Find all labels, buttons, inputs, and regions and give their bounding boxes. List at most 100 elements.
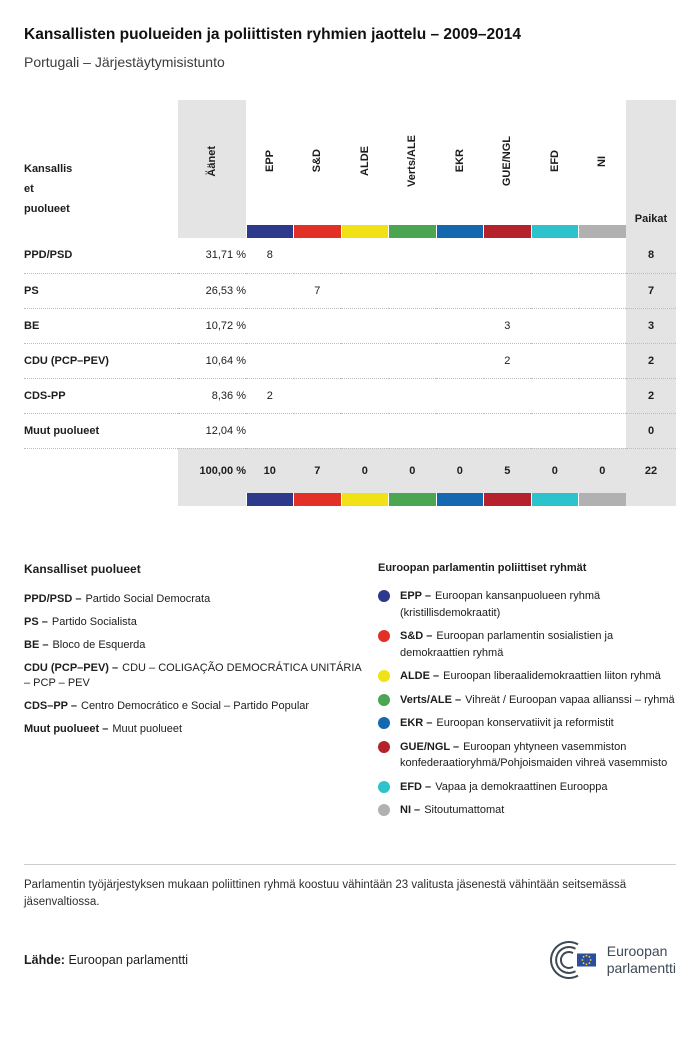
group-cell bbox=[531, 308, 579, 344]
bar-spacer bbox=[24, 225, 178, 238]
group-cell bbox=[293, 238, 341, 274]
legend-item: CDU (PCP–PEV) – CDU – COLIGAÇÃO DEMOCRÁTI… bbox=[24, 662, 362, 689]
party-header-line: et bbox=[24, 183, 34, 195]
legend-item: ALDE – Euroopan liberaalidemokraattien li… bbox=[378, 668, 676, 685]
seats-column-label: Paikat bbox=[634, 213, 668, 225]
divider bbox=[24, 863, 676, 865]
page-title: Kansallisten puolueiden ja poliittisten … bbox=[24, 26, 522, 43]
group-cell: 2 bbox=[246, 378, 294, 414]
legend-item: EKR – Euroopan konservatiivit ja reformis… bbox=[378, 715, 676, 732]
group-cell bbox=[436, 308, 484, 344]
ep-logo: Euroopan parlamentti bbox=[535, 937, 676, 983]
group-cell: 8 bbox=[246, 238, 294, 274]
group-cell bbox=[341, 273, 389, 309]
total-group-cell: 0 bbox=[578, 448, 626, 493]
votes-cell: 31,71 % bbox=[178, 238, 246, 274]
legend-item-text: ALDE – Euroopan liberaalidemokraattien li… bbox=[400, 670, 661, 682]
page-subtitle: Portugali – Järjestäytymisistunto bbox=[24, 54, 225, 70]
group-cell bbox=[578, 343, 626, 379]
groups-legend-title: Euroopan parlamentin poliittiset ryhmät bbox=[378, 562, 587, 574]
group-color-dot bbox=[378, 590, 390, 602]
group-color-dot bbox=[378, 740, 390, 753]
parties-legend: Kansalliset puolueet PPD/PSD – Partido So… bbox=[24, 562, 378, 826]
group-cell bbox=[341, 238, 389, 274]
color-swatch-epp bbox=[245, 493, 294, 506]
col-header-ekr: EKR bbox=[453, 149, 466, 173]
group-color-dot bbox=[378, 670, 390, 682]
seats-cell: 3 bbox=[626, 308, 676, 344]
color-swatch-sd bbox=[293, 493, 341, 506]
source: Lähde: Euroopan parlamentti bbox=[24, 953, 188, 967]
group-color-dot bbox=[378, 693, 390, 706]
color-swatch-ni bbox=[578, 225, 626, 238]
color-swatch-gue-ngl bbox=[483, 493, 531, 506]
party-name-cell: CDS-PP bbox=[24, 378, 178, 414]
col-header-epp: EPP bbox=[263, 149, 276, 172]
ep-logo-icon bbox=[549, 940, 596, 979]
total-group-cell: 0 bbox=[341, 448, 389, 493]
table-header-row: Kansallis et puolueet Äänet EPP S&D ALDE… bbox=[24, 100, 676, 225]
legend-section: Kansalliset puolueet PPD/PSD – Partido So… bbox=[24, 562, 676, 826]
legend-item: EFD – Vapaa ja demokraattinen Eurooppa bbox=[378, 779, 676, 796]
total-spacer-cell bbox=[24, 448, 178, 493]
total-group-cell: 7 bbox=[293, 448, 341, 493]
table-row: PPD/PSD 31,71 % 8 8 bbox=[24, 238, 676, 274]
group-cell bbox=[293, 343, 341, 379]
group-cell bbox=[531, 238, 579, 274]
legend-item: Muut puolueet – Muut puolueet bbox=[24, 723, 183, 735]
seats-column-header: Paikat bbox=[626, 100, 676, 225]
seats-cell: 8 bbox=[626, 238, 676, 274]
legend-item: CDS–PP – Centro Democrático e Social – Pa… bbox=[24, 700, 310, 712]
color-swatch-sd bbox=[293, 225, 341, 238]
group-cell bbox=[293, 413, 341, 449]
votes-cell: 10,72 % bbox=[178, 308, 246, 344]
legend-item-text: GUE/NGL – Euroopan yhtyneen vasemmiston k… bbox=[400, 740, 668, 770]
group-cell bbox=[388, 343, 436, 379]
group-color-dot bbox=[378, 780, 390, 793]
legend-item: EPP – Euroopan kansanpuolueen ryhmä (kris… bbox=[378, 588, 676, 621]
group-cell bbox=[341, 308, 389, 344]
source-value: Euroopan parlamentti bbox=[68, 952, 188, 967]
group-cell bbox=[531, 273, 579, 309]
parties-legend-title: Kansalliset puolueet bbox=[24, 562, 141, 576]
group-cell bbox=[483, 238, 531, 274]
votes-cell: 8,36 % bbox=[178, 378, 246, 414]
seats-cell: 7 bbox=[626, 273, 676, 309]
group-cell bbox=[341, 413, 389, 449]
table-row: PS 26,53 % 7 7 bbox=[24, 273, 676, 309]
group-color-dot bbox=[378, 630, 390, 642]
party-name-cell: PPD/PSD bbox=[24, 238, 178, 274]
logo-text-line: parlamentti bbox=[606, 959, 676, 976]
table-row: CDS-PP 8,36 % 2 2 bbox=[24, 378, 676, 414]
col-header-sd: S&D bbox=[311, 149, 324, 173]
party-name-cell: BE bbox=[24, 308, 178, 344]
group-cell bbox=[578, 378, 626, 414]
col-header-ni: NI bbox=[596, 155, 609, 167]
col-header-efd: EFD bbox=[548, 150, 561, 172]
group-cell bbox=[341, 378, 389, 414]
table-row: CDU (PCP–PEV) 10,64 % 2 2 bbox=[24, 343, 676, 379]
color-swatch-verts-ale bbox=[388, 225, 436, 238]
legend-item: GUE/NGL – Euroopan yhtyneen vasemmiston k… bbox=[378, 739, 676, 772]
group-cell bbox=[388, 308, 436, 344]
group-cell bbox=[436, 413, 484, 449]
footer: Lähde: Euroopan parlamentti bbox=[24, 937, 676, 983]
logo-text-line: Euroopan bbox=[606, 942, 668, 959]
color-swatch-verts-ale bbox=[388, 493, 436, 506]
group-color-dot bbox=[378, 717, 390, 729]
group-cell bbox=[388, 378, 436, 414]
total-votes-cell: 100,00 % bbox=[178, 448, 246, 493]
bar-votes-cell bbox=[178, 225, 246, 238]
group-cell bbox=[246, 413, 294, 449]
legend-item: Verts/ALE – Vihreät / Euroopan vapaa alli… bbox=[378, 692, 676, 709]
bar-seats-cell bbox=[626, 225, 676, 238]
color-swatch-alde bbox=[340, 225, 389, 238]
legend-item: BE – Bloco de Esquerda bbox=[24, 639, 146, 651]
legend-item: PS – Partido Socialista bbox=[24, 616, 137, 628]
total-row: 100,00 % 10 7 0 0 0 5 0 0 22 bbox=[24, 448, 676, 493]
group-cell bbox=[436, 378, 484, 414]
seats-cell: 2 bbox=[626, 343, 676, 379]
group-cell bbox=[246, 308, 294, 344]
total-group-cell: 0 bbox=[388, 448, 436, 493]
col-header-verts-ale: Verts/ALE bbox=[406, 135, 419, 187]
